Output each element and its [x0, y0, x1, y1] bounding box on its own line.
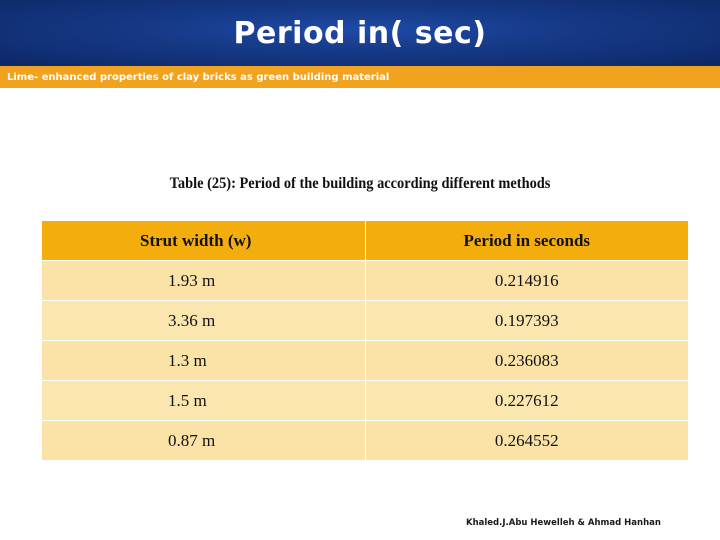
period-table: Strut width (w) Period in seconds 1.93 m… — [41, 220, 689, 461]
period-cell: 0.236083 — [364, 340, 689, 381]
strut-width-cell: 3.36 m — [41, 300, 366, 341]
strut-width-cell: 1.93 m — [41, 260, 366, 301]
period-cell: 0.197393 — [364, 300, 689, 341]
strut-width-cell: 1.5 m — [41, 380, 366, 421]
table-row: 1.93 m 0.214916 — [41, 260, 689, 301]
subtitle-text: Lime- enhanced properties of clay bricks… — [7, 71, 390, 83]
period-cell: 0.264552 — [364, 420, 689, 461]
title-banner: Period in( sec) — [0, 0, 720, 66]
column-header-strut-width: Strut width (w) — [41, 220, 366, 261]
period-cell: 0.214916 — [364, 260, 689, 301]
table-row: 1.5 m 0.227612 — [41, 380, 689, 421]
table-row: 1.3 m 0.236083 — [41, 340, 689, 381]
period-cell: 0.227612 — [364, 380, 689, 421]
subtitle-bar: Lime- enhanced properties of clay bricks… — [0, 66, 720, 88]
strut-width-cell: 0.87 m — [41, 420, 366, 461]
column-header-period: Period in seconds — [364, 220, 689, 261]
strut-width-cell: 1.3 m — [41, 340, 366, 381]
table-caption: Table (25): Period of the building accor… — [169, 175, 551, 192]
table-row: 0.87 m 0.264552 — [41, 420, 689, 461]
author-credit: Khaled.J.Abu Hewelleh & Ahmad Hanhan — [466, 518, 661, 528]
table-row: 3.36 m 0.197393 — [41, 300, 689, 341]
table-header-row: Strut width (w) Period in seconds — [41, 220, 689, 261]
page-title: Period in( sec) — [233, 15, 487, 51]
